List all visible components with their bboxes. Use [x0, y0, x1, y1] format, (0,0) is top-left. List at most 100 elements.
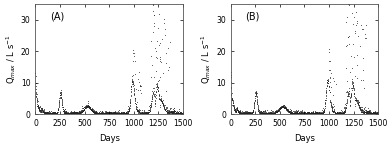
Point: [242, 112, 248, 114]
Point: [354, 99, 361, 102]
Point: [247, 112, 253, 115]
Point: [47, 110, 54, 112]
Point: [104, 112, 111, 114]
Point: [109, 112, 116, 115]
Point: [279, 105, 286, 107]
Point: [74, 112, 80, 114]
Point: [172, 112, 178, 114]
Point: [174, 112, 180, 114]
Point: [328, 106, 335, 108]
Point: [125, 108, 132, 111]
Point: [281, 106, 287, 109]
Point: [92, 112, 98, 114]
Point: [283, 108, 289, 111]
Point: [321, 108, 327, 110]
Point: [77, 111, 83, 114]
Point: [368, 112, 375, 114]
Point: [67, 112, 73, 114]
Point: [139, 109, 145, 112]
Point: [274, 110, 281, 112]
Point: [291, 111, 297, 113]
Point: [75, 112, 81, 114]
Point: [107, 112, 113, 114]
Point: [289, 112, 295, 114]
Point: [122, 112, 129, 114]
Point: [97, 110, 103, 112]
Point: [37, 110, 44, 112]
Point: [319, 111, 325, 113]
Point: [316, 112, 322, 114]
Point: [82, 107, 88, 110]
Point: [166, 112, 172, 114]
Point: [169, 111, 175, 113]
Point: [33, 75, 39, 77]
Point: [286, 110, 292, 112]
Point: [48, 111, 54, 114]
Point: [232, 108, 238, 111]
Point: [356, 100, 362, 103]
Point: [335, 112, 341, 114]
Point: [117, 112, 123, 114]
Point: [298, 112, 304, 115]
Point: [321, 109, 328, 111]
Point: [287, 111, 293, 113]
Point: [244, 112, 250, 114]
Point: [162, 106, 168, 109]
Point: [325, 60, 332, 62]
Point: [240, 112, 246, 115]
Point: [135, 112, 142, 114]
Point: [148, 105, 154, 107]
Point: [339, 110, 345, 113]
Point: [145, 111, 151, 113]
Point: [259, 112, 265, 115]
Point: [277, 107, 283, 109]
Point: [234, 110, 241, 112]
Point: [63, 111, 69, 113]
Point: [41, 111, 47, 113]
Point: [123, 111, 129, 113]
Point: [134, 110, 140, 112]
Point: [294, 110, 300, 113]
Point: [145, 112, 151, 114]
Point: [303, 112, 309, 114]
Point: [177, 111, 183, 114]
Point: [234, 108, 240, 111]
Point: [348, 88, 355, 91]
Point: [84, 105, 91, 107]
Point: [357, 106, 363, 108]
Point: [114, 112, 120, 115]
Point: [310, 111, 316, 113]
Point: [263, 112, 270, 115]
Point: [129, 78, 135, 80]
Point: [40, 111, 47, 113]
Point: [358, 79, 364, 81]
Point: [91, 111, 97, 113]
Point: [147, 55, 154, 58]
Point: [38, 111, 44, 113]
Point: [331, 110, 337, 112]
Point: [329, 110, 336, 112]
Point: [82, 105, 89, 107]
Point: [119, 111, 125, 114]
Point: [332, 111, 338, 114]
Point: [261, 111, 267, 113]
Point: [51, 111, 58, 113]
Point: [93, 111, 99, 113]
Point: [96, 112, 102, 115]
Point: [145, 112, 151, 114]
Point: [125, 110, 131, 112]
Point: [295, 112, 301, 114]
Point: [363, 112, 370, 114]
Point: [173, 111, 179, 113]
Point: [270, 112, 276, 115]
Point: [116, 112, 122, 114]
Point: [272, 112, 278, 114]
Point: [70, 112, 76, 114]
Point: [287, 110, 293, 113]
Point: [329, 105, 336, 107]
Point: [109, 112, 115, 115]
Point: [60, 108, 66, 110]
Point: [131, 90, 137, 92]
Point: [120, 112, 127, 114]
Point: [343, 107, 349, 110]
